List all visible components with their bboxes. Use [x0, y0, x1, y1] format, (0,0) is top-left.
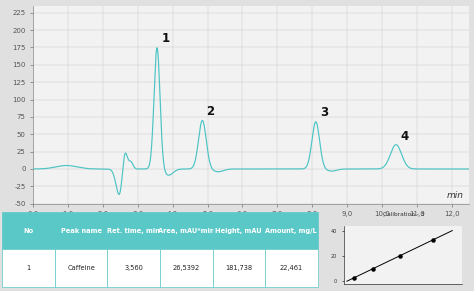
Text: 3: 3 [320, 106, 328, 119]
Point [350, 276, 357, 280]
Point [369, 266, 377, 271]
Point [396, 253, 403, 258]
Point [428, 238, 436, 242]
Text: Calibration - 3: Calibration - 3 [383, 212, 424, 217]
Text: 4: 4 [400, 129, 409, 143]
Text: min: min [447, 191, 464, 200]
Text: 1: 1 [161, 32, 169, 45]
Text: 2: 2 [207, 104, 215, 118]
